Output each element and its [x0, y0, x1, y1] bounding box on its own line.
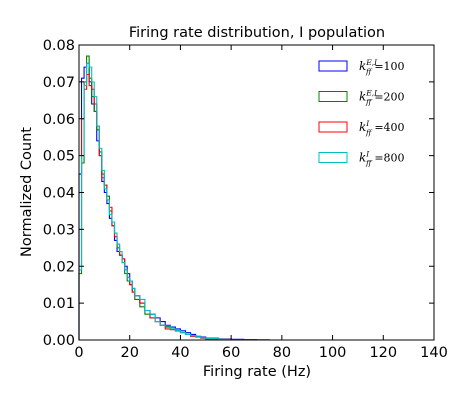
- x-axis-label: Firing rate (Hz): [203, 364, 311, 380]
- x-tick-label: 80: [273, 345, 291, 361]
- y-tick-label: 0.03: [43, 222, 75, 238]
- legend-label-1: kE,I ff =100: [359, 58, 405, 76]
- x-tick-label: 40: [171, 345, 189, 361]
- legend-swatch-4: [318, 152, 348, 163]
- y-tick-label: 0.08: [43, 38, 75, 54]
- legend-swatch-2: [318, 91, 348, 102]
- y-tick-label: 0.06: [43, 112, 75, 128]
- plot-area: 0 20 40 60 80 100 120 140 0.00 0.01 0.02 0.03 0.04 0.…: [43, 38, 448, 361]
- series-line-4: [78, 62, 232, 340]
- y-tick-label: 0.00: [43, 333, 75, 349]
- x-tick-label: 140: [420, 345, 448, 361]
- series-layer: [78, 55, 270, 341]
- series-line-2: [78, 55, 258, 341]
- legend: kE,I ff =100 kE,I ff =200 kI ff =400 kI ff =800: [318, 58, 405, 168]
- series-line-3: [78, 73, 245, 341]
- x-tick-label: 0: [74, 345, 83, 361]
- x-tick-label: 60: [222, 345, 240, 361]
- y-axis-label: Normalized Count: [19, 127, 35, 257]
- legend-label-3: kI ff =400: [359, 119, 405, 137]
- legend-label-2: kE,I ff =200: [359, 89, 405, 107]
- x-tick-label: 120: [369, 345, 397, 361]
- tick-layer: 0 20 40 60 80 100 120 140 0.00 0.01 0.02 0.03 0.04 0.…: [43, 38, 448, 361]
- y-tick-label: 0.02: [43, 259, 75, 275]
- legend-label-4: kI ff =800: [359, 150, 405, 168]
- legend-swatch-3: [318, 121, 348, 133]
- axes-frame: [78, 44, 435, 341]
- y-tick-label: 0.04: [43, 186, 75, 202]
- chart-title: Firing rate distribution, I population: [129, 25, 385, 41]
- y-tick-label: 0.01: [43, 296, 75, 312]
- legend-swatch-1: [318, 60, 348, 72]
- x-tick-label: 100: [319, 345, 347, 361]
- series-line-1: [78, 62, 270, 341]
- y-tick-label: 0.05: [43, 149, 75, 165]
- y-tick-label: 0.07: [43, 75, 75, 91]
- x-tick-label: 20: [120, 345, 138, 361]
